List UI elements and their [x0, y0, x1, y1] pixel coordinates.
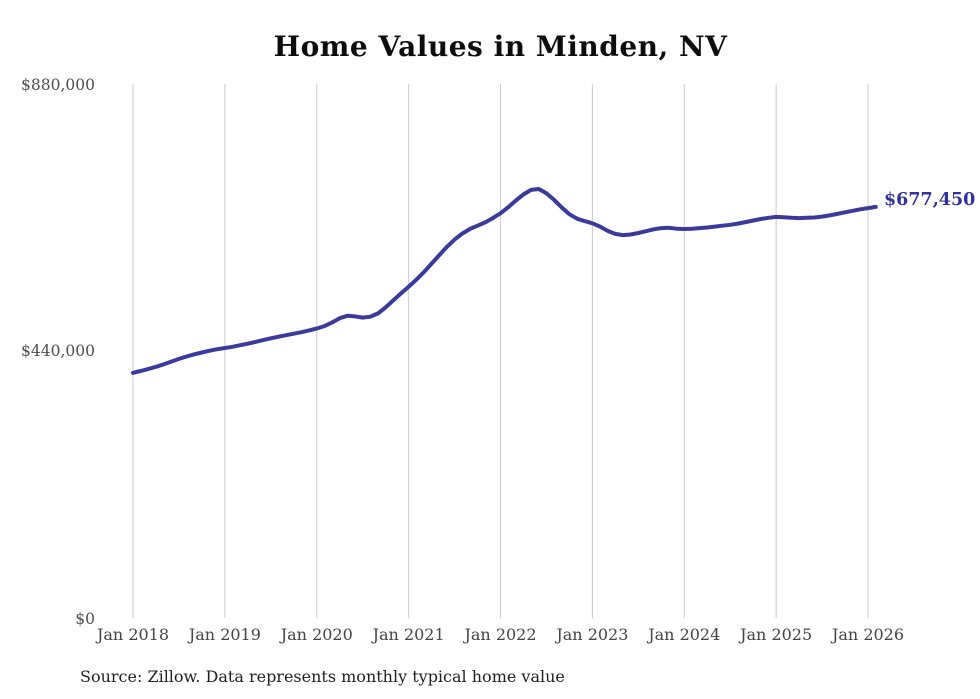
x-tick-label: Jan 2020 — [280, 625, 353, 644]
x-tick-label: Jan 2025 — [740, 625, 813, 644]
end-value-label: $677,450 — [884, 190, 976, 210]
x-tick-label: Jan 2019 — [188, 625, 261, 644]
chart-title: Home Values in Minden, NV — [273, 30, 728, 63]
home-value-line — [131, 187, 878, 375]
y-tick-label-middle: $440,000 — [21, 342, 95, 360]
x-tick-label: Jan 2021 — [372, 625, 445, 644]
y-tick-label-top: $880,000 — [21, 76, 95, 94]
x-tick-label: Jan 2018 — [96, 625, 170, 644]
x-tick-label: Jan 2024 — [648, 625, 721, 644]
x-tick-label: Jan 2026 — [831, 625, 905, 644]
source-note: Source: Zillow. Data represents monthly … — [80, 667, 565, 686]
y-tick-label-zero: $0 — [75, 610, 95, 628]
x-tick-label: Jan 2023 — [556, 625, 629, 644]
x-tick-label: Jan 2022 — [464, 625, 537, 644]
